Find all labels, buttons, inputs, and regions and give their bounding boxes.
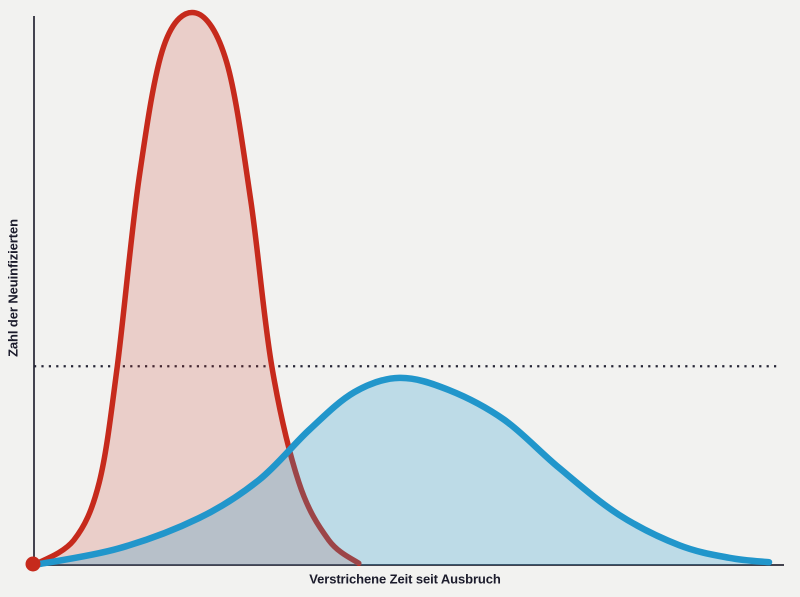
steep-epidemic-curve-area <box>34 12 359 566</box>
flattened-epidemic-curve-line <box>30 374 773 569</box>
flattened-epidemic-curve-area <box>34 377 769 565</box>
outbreak-origin-point <box>25 556 41 572</box>
steep-epidemic-curve-line <box>31 9 362 568</box>
